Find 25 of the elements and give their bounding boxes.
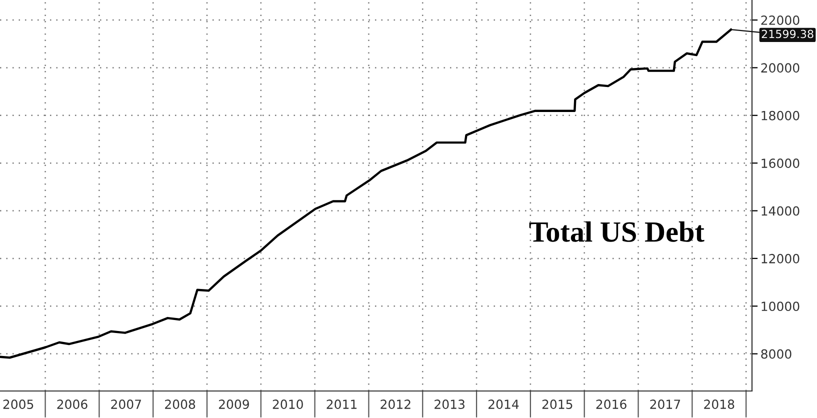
annotation: 21599.38 xyxy=(762,30,814,38)
x-tick-label: 2018 xyxy=(704,400,734,410)
x-tick-label: 2007 xyxy=(111,400,141,410)
line-series xyxy=(0,28,732,359)
y-tick-label: 14000 xyxy=(762,206,800,216)
y-tick-label: 12000 xyxy=(762,254,800,264)
x-tick-label: 2017 xyxy=(650,400,680,410)
y-tick-label: 18000 xyxy=(762,110,800,120)
y-tick-label: 8000 xyxy=(761,349,792,359)
x-tick-label: 2006 xyxy=(57,400,88,410)
y-tick-label: 20000 xyxy=(761,63,800,73)
y-tick-label: 22000 xyxy=(761,16,800,25)
x-tick-label: 2008 xyxy=(165,400,196,410)
x-tick-label: 2012 xyxy=(380,400,410,410)
x-tick-label: 2010 xyxy=(272,400,303,410)
y-tick-label: 16000 xyxy=(762,158,800,168)
x-tick-label: 2009 xyxy=(218,400,249,410)
x-tick-label: 2014 xyxy=(488,400,519,410)
x-tick-label: 2005 xyxy=(3,400,34,410)
x-tick-label: 2015 xyxy=(542,400,572,410)
y-tick-label: 10000 xyxy=(762,302,800,312)
x-tick-label: 2011 xyxy=(326,400,357,410)
x-tick-label: 2013 xyxy=(434,400,464,410)
text: Total US Debt xyxy=(529,221,704,242)
x-tick-label: 2016 xyxy=(596,400,626,410)
